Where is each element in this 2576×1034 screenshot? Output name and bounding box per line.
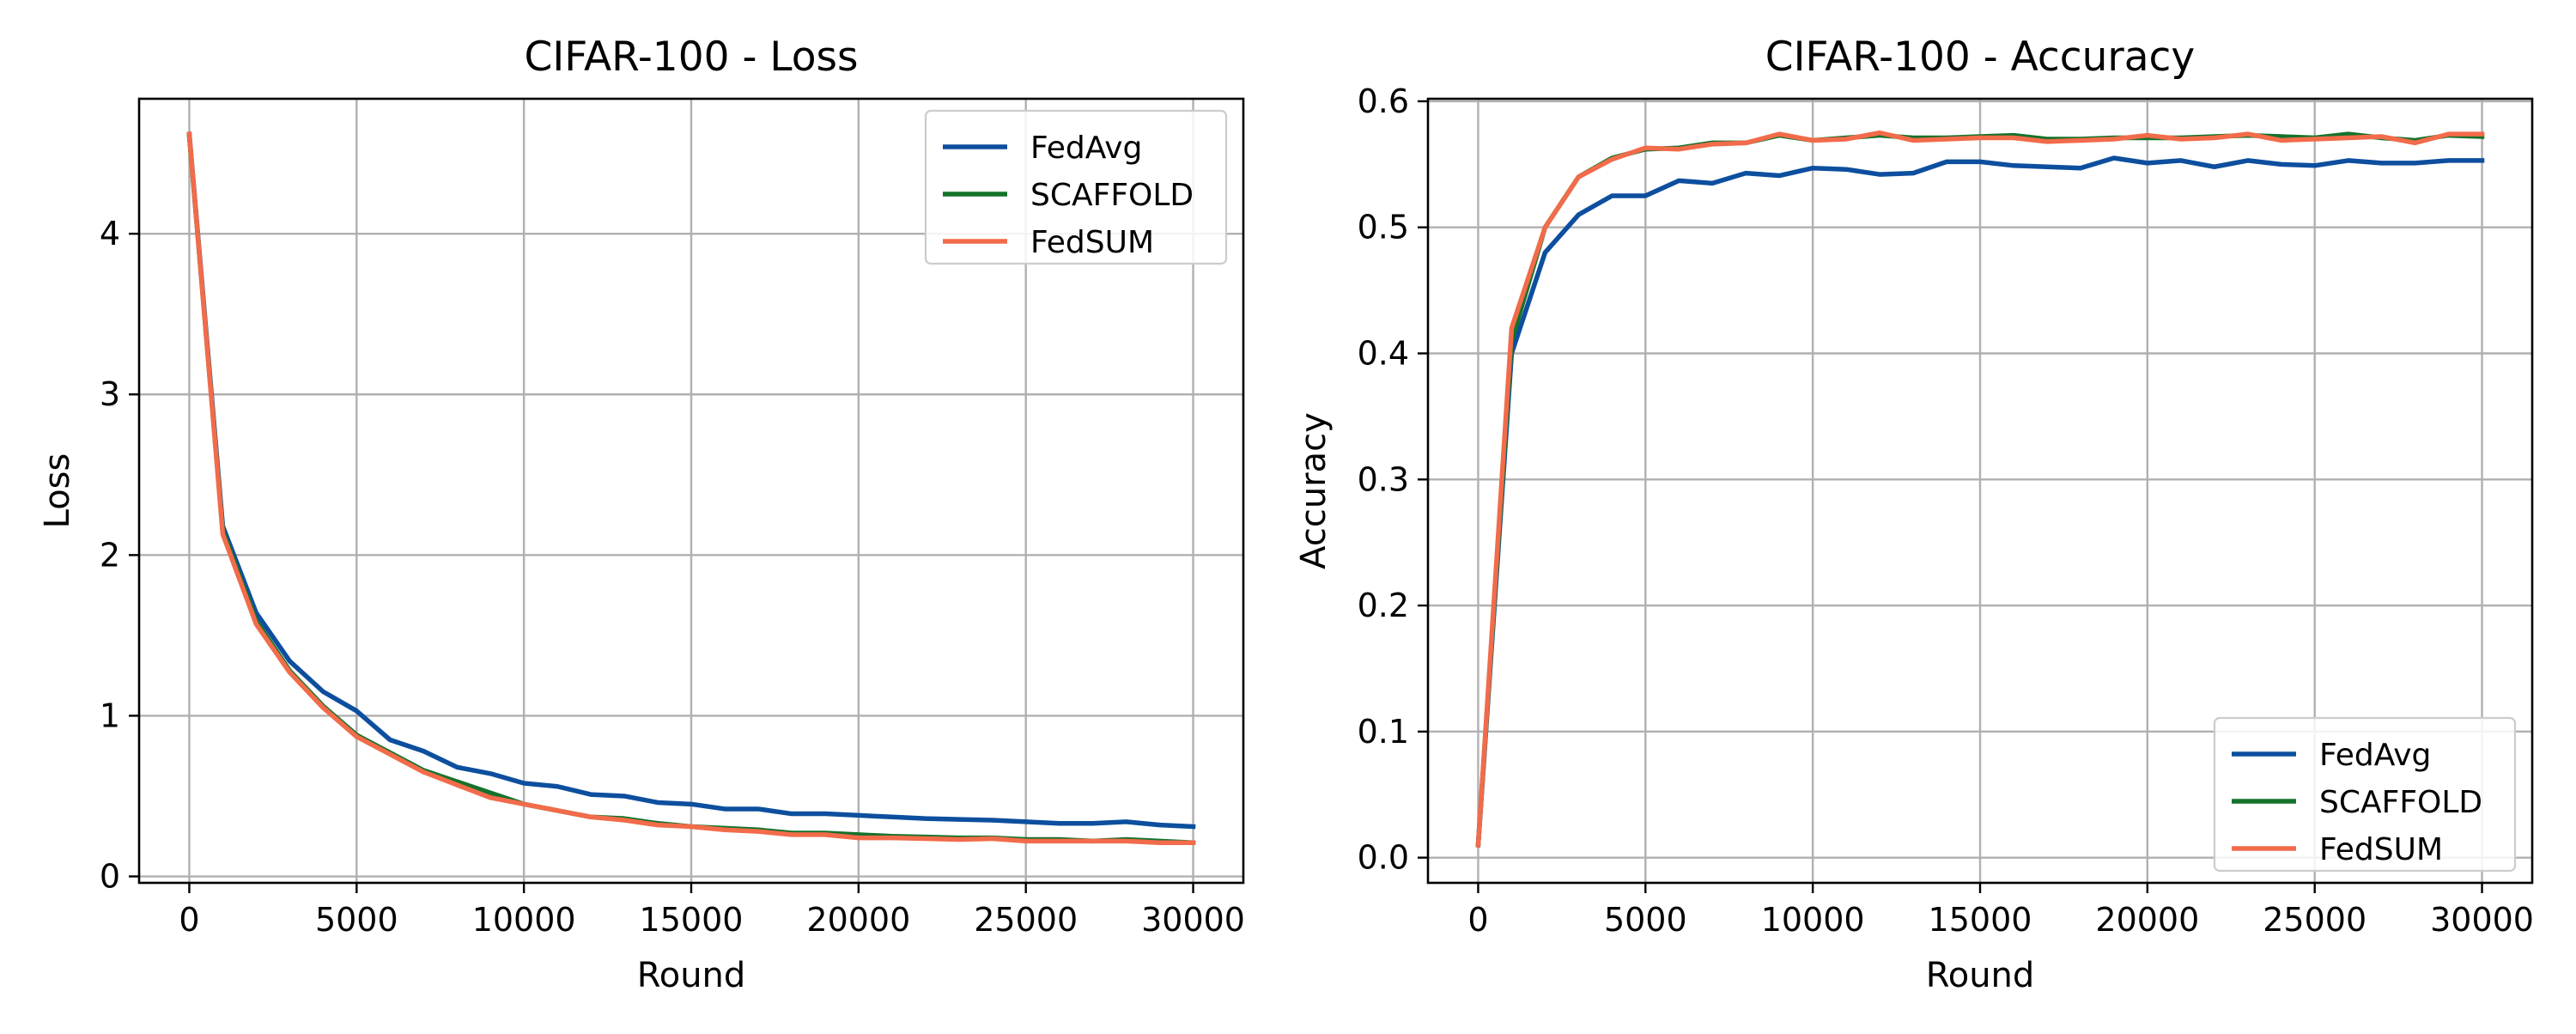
loss-legend-label-scaffold: SCAFFOLD	[1030, 178, 1194, 213]
accuracy-y-axis-label: Accuracy	[1294, 412, 1334, 569]
accuracy-x-tick-label: 25000	[2263, 901, 2366, 939]
loss-series-line-fedsum	[186, 131, 1196, 845]
accuracy-x-tick-label: 10000	[1761, 901, 1865, 939]
accuracy-legend-label-fedavg: FedAvg	[2319, 738, 2431, 773]
accuracy-chart-title: CIFAR-100 - Accuracy	[1765, 33, 2195, 81]
accuracy-x-tick-label: 20000	[2095, 901, 2199, 939]
accuracy-y-tick-label: 0.4	[1358, 335, 1409, 373]
loss-y-tick-label: 0	[100, 858, 120, 896]
loss-series-line-fedavg	[186, 131, 1196, 830]
accuracy-legend-label-fedsum: FedSUM	[2319, 832, 2443, 867]
accuracy-series-line-fedavg	[1475, 155, 2485, 848]
accuracy-x-tick-label: 30000	[2430, 901, 2534, 939]
accuracy-y-tick-label: 0.1	[1358, 713, 1409, 751]
loss-x-tick-label: 20000	[806, 901, 910, 939]
accuracy-x-tick-label: 5000	[1604, 901, 1687, 939]
accuracy-y-tick-label: 0.6	[1358, 82, 1409, 120]
accuracy-series-line-fedsum	[1475, 130, 2485, 848]
loss-x-tick-label: 25000	[974, 901, 1078, 939]
accuracy-x-axis-label: Round	[1926, 956, 2035, 995]
accuracy-x-tick-label: 15000	[1929, 901, 2032, 939]
loss-x-tick-label: 10000	[472, 901, 576, 939]
loss-x-tick-label: 5000	[315, 901, 398, 939]
loss-series-group	[186, 131, 1196, 846]
accuracy-series-group	[1475, 130, 2485, 848]
accuracy-legend-label-scaffold: SCAFFOLD	[2319, 785, 2482, 820]
loss-y-axis-label: Loss	[38, 453, 77, 529]
accuracy-chart: 0 5000 10000 15000 20000 25000 30000 0.0 0.1 0.2 0…	[1294, 33, 2534, 995]
loss-y-tick-label: 4	[100, 215, 120, 252]
accuracy-y-tick-label: 0.2	[1358, 587, 1409, 624]
accuracy-y-tick-label: 0.3	[1358, 460, 1409, 498]
loss-legend: FedAvg SCAFFOLD FedSUM	[924, 109, 1228, 265]
loss-legend-label-fedavg: FedAvg	[1030, 131, 1142, 166]
loss-y-tick-label: 2	[100, 536, 120, 574]
loss-chart-title: CIFAR-100 - Loss	[525, 33, 859, 81]
loss-legend-label-fedsum: FedSUM	[1030, 225, 1154, 260]
loss-y-tick-label: 1	[100, 696, 120, 734]
accuracy-y-tick-label: 0.0	[1358, 839, 1409, 877]
loss-chart: 0 5000 10000 15000 20000 25000 30000 0 1 2 3 4 CIFAR…	[38, 33, 1245, 995]
accuracy-legend: FedAvg SCAFFOLD FedSUM	[2213, 716, 2517, 873]
loss-x-axis-label: Round	[637, 956, 746, 995]
accuracy-x-tick-label: 0	[1467, 901, 1488, 939]
loss-x-tick-label: 0	[179, 901, 199, 939]
loss-x-tick-label: 30000	[1141, 901, 1245, 939]
loss-x-tick-label: 15000	[640, 901, 744, 939]
loss-y-tick-label: 3	[100, 375, 120, 413]
accuracy-y-tick-label: 0.5	[1358, 209, 1409, 246]
